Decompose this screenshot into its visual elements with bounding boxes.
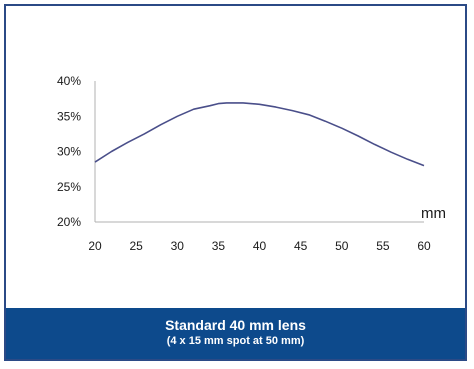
x-axis-label: mm [421,205,446,222]
series-line [94,102,425,167]
x-tick-label: 35 [212,239,226,253]
y-tick-label: 30% [57,145,81,159]
x-tick-label: 60 [417,239,431,253]
y-tick-labels: 40% 35% 30% 25% 20% [57,74,81,229]
chart-frame: 40% 35% 30% 25% 20% 20 25 30 35 40 45 50 55 60 mm St… [4,4,467,361]
caption-title: Standard 40 mm lens [165,317,306,333]
x-tick-label: 20 [88,239,102,253]
y-tick-label: 20% [57,215,81,229]
x-tick-label: 55 [376,239,390,253]
x-tick-label: 45 [294,239,308,253]
x-tick-label: 40 [253,239,267,253]
y-tick-label: 40% [57,74,81,88]
series-group [94,102,425,167]
y-tick-label: 35% [57,109,81,123]
x-tick-label: 25 [129,239,143,253]
y-tick-label: 25% [57,180,81,194]
axes [94,81,424,223]
caption-banner: Standard 40 mm lens (4 x 15 mm spot at 5… [6,308,465,359]
caption-subtitle: (4 x 15 mm spot at 50 mm) [166,335,305,347]
line-chart: 40% 35% 30% 25% 20% 20 25 30 35 40 45 50 55 60 mm [57,74,446,253]
x-tick-label: 30 [171,239,185,253]
x-tick-labels: 20 25 30 35 40 45 50 55 60 [88,239,431,253]
x-tick-label: 50 [335,239,349,253]
